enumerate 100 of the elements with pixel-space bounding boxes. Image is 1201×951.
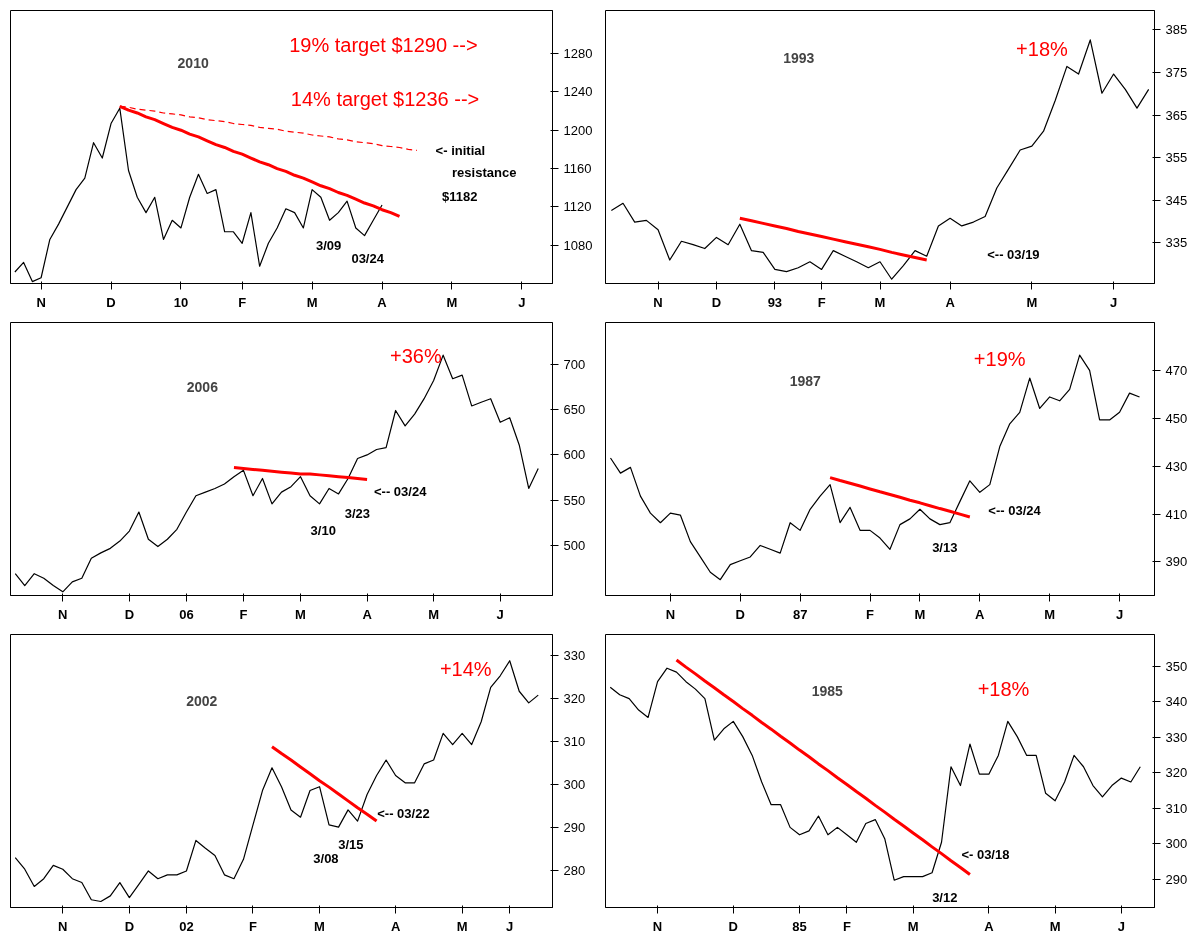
x-tick-label: D xyxy=(106,294,116,310)
annotation: resistance xyxy=(452,165,517,181)
y-tick-label: 600 xyxy=(563,447,586,463)
y-tick-label: 340 xyxy=(1165,694,1188,710)
annotation: <-- 03/19 xyxy=(987,247,1040,263)
x-tick-label: 06 xyxy=(179,606,194,622)
annotation: 3/09 xyxy=(316,237,342,253)
y-tick-label: 290 xyxy=(1165,871,1188,887)
y-tick-label: 300 xyxy=(563,777,586,793)
annotation: <-- 03/24 xyxy=(374,483,428,499)
x-tick-label: N xyxy=(36,294,46,310)
x-tick-label: F xyxy=(239,606,248,622)
y-tick-label: 365 xyxy=(1165,107,1188,123)
annotation: 3/23 xyxy=(344,506,371,522)
y-tick-label: 335 xyxy=(1165,235,1188,251)
x-tick-label: N xyxy=(58,606,68,622)
y-tick-label: 385 xyxy=(1165,22,1188,38)
y-tick-label: 1280 xyxy=(563,46,593,62)
x-tick-label: M xyxy=(446,294,458,310)
x-tick-label: 93 xyxy=(767,294,783,310)
x-tick-label: D xyxy=(728,918,738,934)
x-tick-label: M xyxy=(1026,294,1038,310)
x-tick-label: J xyxy=(1115,606,1124,622)
annotation: +19% xyxy=(973,347,1026,370)
x-tick-label: M xyxy=(314,918,325,934)
x-tick-label: D xyxy=(735,606,745,622)
annotation: 19% target $1290 --> xyxy=(289,34,478,57)
y-tick-label: 390 xyxy=(1165,554,1188,570)
x-tick-label: 10 xyxy=(173,294,189,310)
y-tick-label: 500 xyxy=(563,538,586,554)
y-tick-label: 320 xyxy=(563,691,586,707)
annotation: +18% xyxy=(977,678,1030,701)
x-tick-label: F xyxy=(866,606,875,622)
y-tick-label: 290 xyxy=(563,820,586,836)
x-tick-label: F xyxy=(842,918,851,934)
y-tick-label: 650 xyxy=(563,402,586,418)
text: 1993 xyxy=(783,50,815,67)
x-tick-label: J xyxy=(518,294,526,310)
x-tick-label: N xyxy=(58,918,68,934)
x-tick-label: 87 xyxy=(792,606,808,622)
y-tick-label: 330 xyxy=(1165,729,1188,745)
x-tick-label: A xyxy=(362,606,373,622)
text: 2002 xyxy=(186,693,218,710)
text: 2006 xyxy=(186,378,219,395)
x-tick-label: D xyxy=(711,294,722,310)
text: 1985 xyxy=(811,683,844,700)
y-tick-label: 1080 xyxy=(563,237,593,253)
text: 2010 xyxy=(177,55,209,72)
x-tick-label: N xyxy=(665,606,676,622)
x-tick-label: A xyxy=(984,918,995,934)
annotation: <-- 03/24 xyxy=(988,503,1042,519)
x-tick-label: D xyxy=(124,606,135,622)
x-tick-label: 85 xyxy=(792,918,807,934)
y-tick-label: 280 xyxy=(563,863,586,879)
x-tick-label: M xyxy=(428,606,440,622)
annotation: +14% xyxy=(439,657,492,680)
x-tick-label: N xyxy=(653,294,663,310)
y-tick-label: 300 xyxy=(1165,836,1188,852)
y-tick-label: 550 xyxy=(563,492,586,508)
y-tick-label: 700 xyxy=(563,356,586,372)
x-tick-label: D xyxy=(124,918,135,934)
y-tick-label: 355 xyxy=(1165,150,1188,166)
y-tick-label: 470 xyxy=(1165,362,1188,378)
annotation: 3/13 xyxy=(932,540,958,556)
x-tick-label: N xyxy=(652,918,663,934)
y-tick-label: 430 xyxy=(1165,458,1188,474)
annotation: 3/12 xyxy=(932,890,958,906)
y-tick-label: 330 xyxy=(563,648,586,664)
annotation: 3/08 xyxy=(313,851,339,867)
y-tick-label: 375 xyxy=(1165,64,1188,80)
x-tick-label: A xyxy=(975,606,986,622)
x-tick-label: F xyxy=(249,918,257,934)
x-tick-label: J xyxy=(1117,918,1125,934)
x-tick-label: A xyxy=(945,294,956,310)
y-tick-label: 310 xyxy=(563,734,586,750)
annotation: <- initial xyxy=(435,143,486,159)
y-tick-label: 320 xyxy=(1165,765,1188,781)
annotation: +36% xyxy=(390,344,442,367)
x-tick-label: M xyxy=(914,606,926,622)
x-tick-label: M xyxy=(295,606,306,622)
y-tick-label: 1160 xyxy=(563,161,592,177)
x-tick-label: F xyxy=(238,294,247,310)
x-tick-label: J xyxy=(496,606,504,622)
x-tick-label: M xyxy=(874,294,886,310)
x-tick-label: M xyxy=(907,918,919,934)
y-tick-label: 410 xyxy=(1165,506,1188,522)
annotation: +18% xyxy=(1016,37,1069,60)
x-tick-label: M xyxy=(456,918,468,934)
x-tick-label: F xyxy=(817,294,826,310)
x-tick-label: J xyxy=(506,918,514,934)
annotation: 3/15 xyxy=(338,836,364,852)
y-tick-label: 1200 xyxy=(563,122,593,138)
y-tick-label: 345 xyxy=(1165,192,1188,208)
y-tick-label: 450 xyxy=(1165,410,1188,426)
x-tick-label: M xyxy=(1044,606,1056,622)
x-tick-label: M xyxy=(1049,918,1061,934)
annotation: <- 03/18 xyxy=(961,847,1010,863)
y-tick-label: 310 xyxy=(1165,800,1188,816)
y-tick-label: 350 xyxy=(1165,658,1188,674)
y-tick-label: 1120 xyxy=(563,199,592,215)
